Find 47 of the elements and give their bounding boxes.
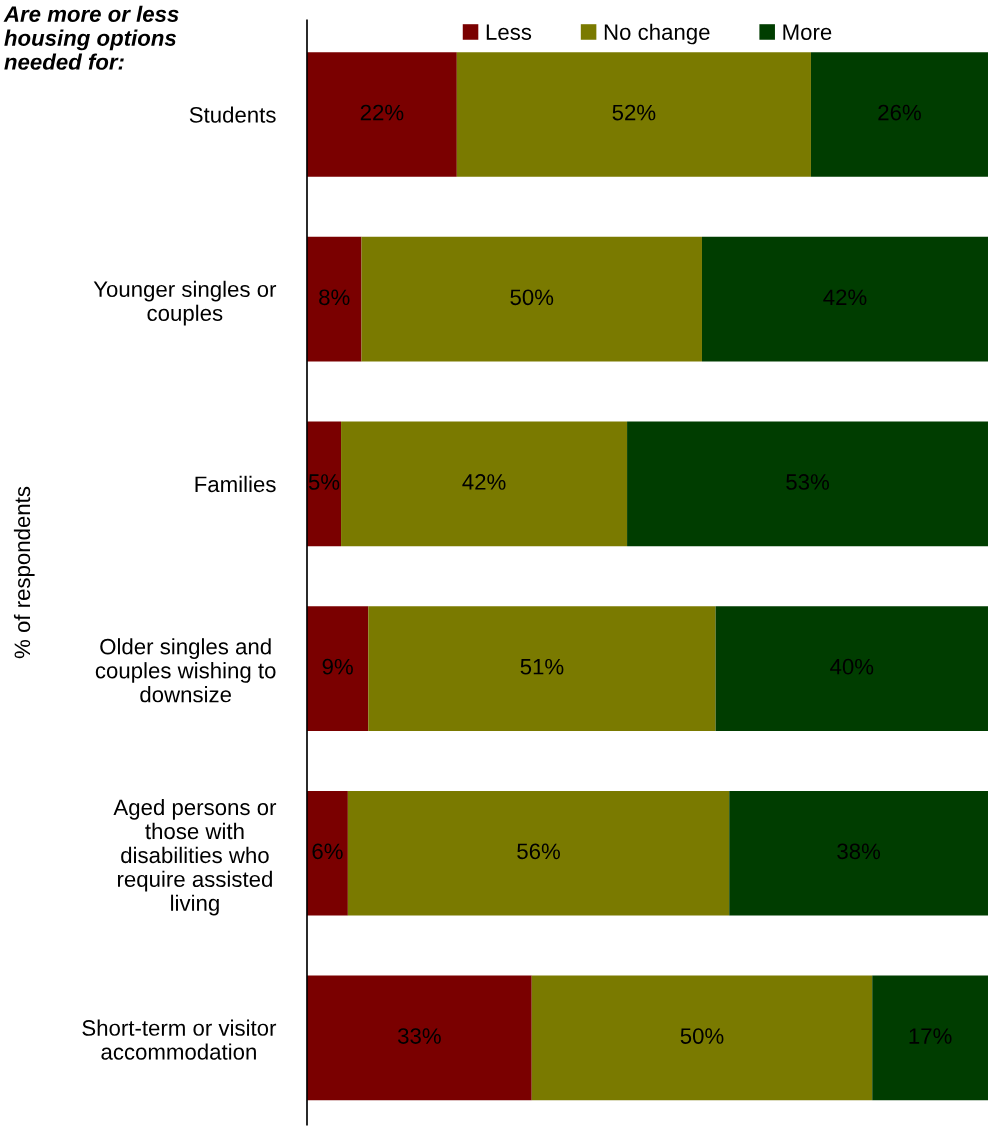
bar — [307, 975, 532, 1101]
data-label: 56% — [517, 843, 560, 860]
legend-label: No change — [604, 23, 710, 45]
bar — [368, 606, 716, 731]
bar — [627, 421, 988, 547]
data-label: 53% — [786, 474, 829, 490]
bar — [729, 790, 988, 916]
bar — [715, 606, 988, 731]
data-label: 50% — [680, 1028, 724, 1044]
bar — [307, 236, 362, 362]
y-tick-label: Families — [195, 475, 276, 493]
data-label: 51% — [520, 658, 564, 675]
data-label: 52% — [612, 104, 656, 121]
data-label: 42% — [462, 474, 506, 490]
y-axis-title: % of respondents — [13, 486, 35, 659]
bar — [307, 606, 369, 731]
text: Are more or less housing options needed for: — [3, 5, 179, 70]
y-tick-label: Students — [189, 106, 276, 123]
bar — [341, 421, 628, 547]
bar — [307, 52, 457, 177]
data-label: 33% — [397, 1028, 441, 1044]
bar — [701, 236, 988, 362]
legend-label: Less — [486, 24, 532, 40]
data-label: 6% — [312, 843, 343, 860]
data-label: 17% — [909, 1028, 952, 1044]
y-tick-label: Short-term or visitor accommodation — [82, 1019, 277, 1060]
y-tick-label: Younger singles or couples — [93, 280, 277, 326]
bar — [531, 975, 873, 1101]
data-label: 40% — [830, 658, 874, 675]
data-label: 26% — [878, 104, 921, 121]
bar — [307, 790, 348, 916]
data-label: 42% — [823, 289, 867, 306]
data-label: 8% — [319, 289, 350, 306]
legend-label: More — [783, 24, 832, 40]
data-label: 50% — [510, 289, 554, 306]
bar — [347, 790, 730, 916]
data-label: 9% — [322, 658, 353, 675]
bar — [872, 975, 988, 1101]
y-tick-label: Older singles and couples wishing to downsize — [95, 638, 276, 703]
bar — [307, 421, 342, 547]
bar — [456, 52, 811, 177]
y-tick-label: Aged persons or those with disabilities who require assisted living — [113, 798, 277, 916]
data-label: 38% — [837, 843, 881, 860]
data-label: 22% — [360, 104, 404, 121]
bar — [361, 236, 702, 362]
bar — [810, 52, 988, 177]
data-label: 5% — [308, 474, 340, 490]
